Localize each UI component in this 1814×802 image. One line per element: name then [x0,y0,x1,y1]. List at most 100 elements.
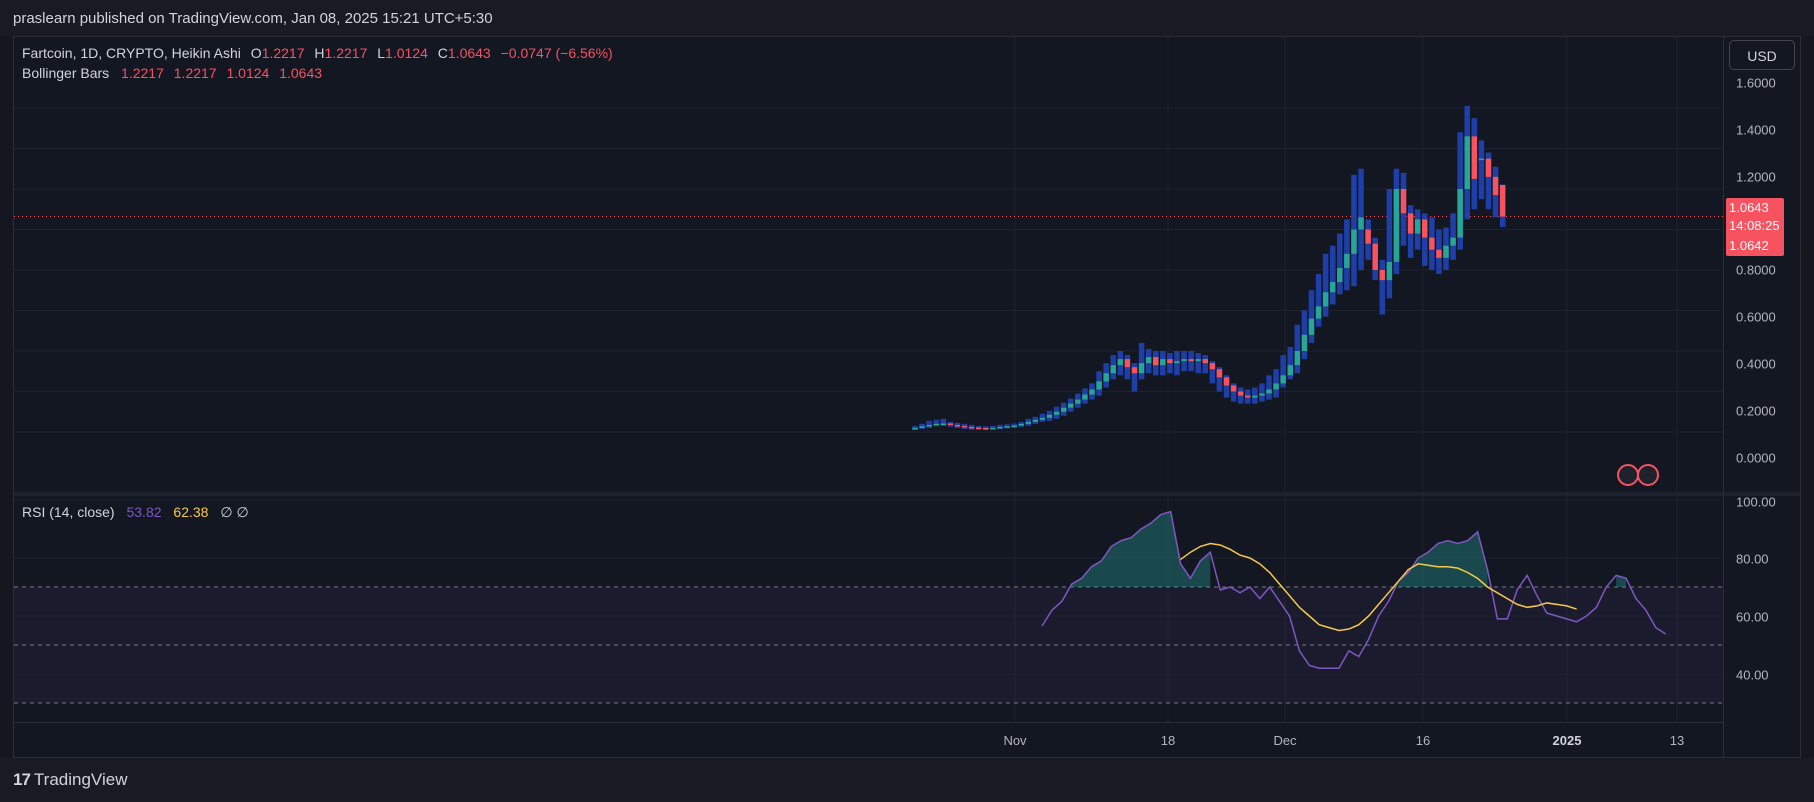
candle [1266,389,1272,394]
bollinger-bar [1308,290,1315,343]
price-tick: 0.8000 [1736,262,1776,278]
currency-button[interactable]: USD [1729,40,1795,70]
brand-name: TradingView [33,770,128,789]
price-tick: 1.2000 [1736,169,1776,185]
footer: 17 TradingView [0,758,1814,802]
candle [919,426,925,428]
candle [1337,267,1343,283]
published-text: praslearn published on TradingView.com, … [13,10,493,27]
tv-logo-icon: 17 [13,770,31,789]
rsi-legend[interactable]: RSI (14, close) 53.82 62.38 ∅ ∅ [22,504,249,521]
candle [1131,367,1138,374]
symbol-line: Fartcoin, 1D, CRYPTO, Heikin Ashi [22,45,241,61]
candle [1103,373,1109,382]
candle [968,426,975,429]
bollinger-bar [1450,213,1456,260]
candle [1082,394,1088,400]
candle [1471,136,1478,179]
symbol-legend[interactable]: Fartcoin, 1D, CRYPTO, Heikin Ashi O1.221… [22,45,613,61]
bollinger-bar [1315,274,1322,327]
bollinger-legend[interactable]: Bollinger Bars 1.2217 1.2217 1.0124 1.06… [22,65,322,81]
bollinger-bar [1259,383,1265,402]
bollinger-bar [1195,353,1201,374]
time-label-year: 2025 [1552,733,1582,748]
price-tick: 1.4000 [1736,122,1776,138]
bollinger-bar [990,425,996,430]
candle [1315,306,1322,319]
candle [1457,189,1463,238]
time-label: 16 [1415,733,1431,748]
bollinger-bar [1237,387,1244,404]
price-tick: 0.6000 [1736,309,1776,325]
high-label: H [314,45,325,61]
time-axis[interactable]: Nov 18 Dec 16 2025 13 [14,722,1723,758]
price-tick: 1.6000 [1736,75,1776,91]
rsi-axis[interactable]: 100.00 80.00 60.00 40.00 [1724,495,1800,722]
bollinger-bar [1294,324,1301,374]
published-header: praslearn published on TradingView.com, … [0,0,1814,36]
bollinger-bar [1230,383,1237,402]
candle [1053,411,1060,415]
time-label: 18 [1160,733,1176,748]
bollinger-bar [1386,189,1393,299]
time-label: Dec [1273,733,1297,748]
candle [1089,389,1095,395]
high-value: 1.2217 [324,45,368,61]
candle [1174,361,1180,364]
candle [1216,369,1223,378]
candle [1096,381,1102,390]
candle [1195,359,1201,362]
candle [1202,359,1209,364]
candle [990,427,996,430]
tradingview-logo[interactable]: 17 TradingView [13,770,127,790]
candle [1060,407,1067,412]
candle [1443,245,1449,258]
bollinger-bar [1478,140,1485,200]
bb-value: 1.2217 [173,65,217,81]
rsi-label: RSI (14, close) [22,504,115,520]
candle [1138,363,1145,374]
bollinger-bar [1223,375,1230,398]
rsi-line [1041,510,1667,669]
candle [1181,359,1187,362]
candle [1110,365,1116,374]
bar-countdown: 14:08:25 [1729,218,1780,233]
bollinger-bar [926,420,932,428]
rsi-value: 53.82 [126,504,162,520]
rsi-overbought-fill [1071,511,1211,587]
candle [1280,375,1286,384]
candle [997,426,1003,429]
low-value: 1.0124 [385,45,428,61]
low-label: L [377,45,386,61]
candle [1252,395,1258,398]
bollinger-bar [1280,355,1286,388]
pane-separator[interactable] [14,492,1800,496]
price-axis[interactable]: 1.6000 1.4000 1.2000 0.8000 0.6000 0.400… [1724,37,1800,492]
candle [1294,351,1301,366]
candle [1046,414,1053,418]
bollinger-bar [1138,342,1145,380]
us-flag-icon [1617,464,1639,486]
candle [926,424,932,427]
candle [1039,417,1046,420]
bollinger-bar [912,425,918,430]
candle [1032,419,1039,422]
bollinger-bar [1266,375,1272,400]
candle [954,424,961,427]
candle [1464,136,1470,189]
rsi-tick: 80.00 [1736,551,1769,567]
rsi-tick: 40.00 [1736,667,1769,683]
candle [1259,393,1265,396]
bb-value: 1.0124 [226,65,270,81]
bollinger-label: Bollinger Bars [22,65,110,81]
candle [1117,359,1124,366]
bb-value: 1.2217 [121,65,164,81]
candle [1301,334,1308,351]
current-price-secondary: 1.0642 [1729,238,1769,253]
candle [1407,213,1414,234]
candle [1011,425,1017,428]
bollinger-bar [1379,259,1386,315]
candle [1400,189,1407,214]
candle [1004,426,1010,428]
